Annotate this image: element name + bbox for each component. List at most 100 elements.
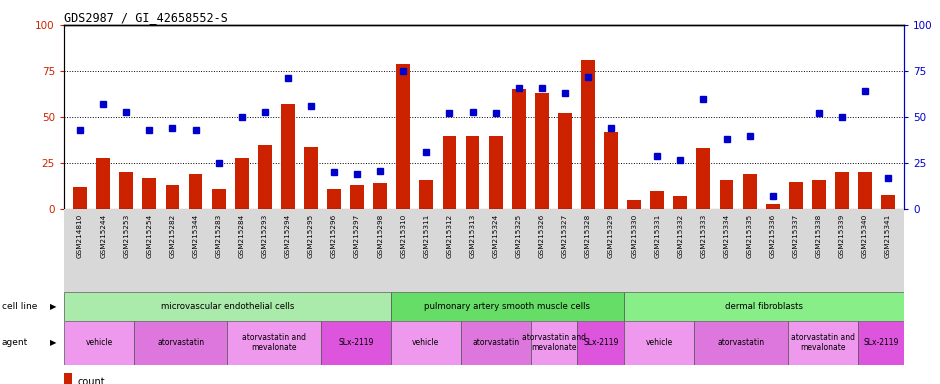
Text: GSM215297: GSM215297: [354, 214, 360, 258]
Bar: [489, 136, 503, 209]
Text: GSM215339: GSM215339: [838, 214, 845, 258]
Bar: [397, 64, 410, 209]
Bar: [812, 180, 825, 209]
Bar: [419, 180, 433, 209]
Bar: [743, 174, 757, 209]
Bar: [531, 321, 577, 365]
Text: pulmonary artery smooth muscle cells: pulmonary artery smooth muscle cells: [425, 302, 590, 311]
Bar: [627, 200, 641, 209]
Bar: [304, 147, 318, 209]
Text: GSM215311: GSM215311: [423, 214, 430, 258]
Bar: [321, 321, 391, 365]
Text: GSM215326: GSM215326: [539, 214, 545, 258]
Text: GSM215324: GSM215324: [493, 214, 498, 258]
Text: GSM215282: GSM215282: [169, 214, 176, 258]
Text: GSM215283: GSM215283: [215, 214, 222, 258]
Bar: [673, 196, 687, 209]
Bar: [697, 149, 711, 209]
Text: GSM215332: GSM215332: [678, 214, 683, 258]
Bar: [581, 60, 595, 209]
Text: GSM215313: GSM215313: [470, 214, 476, 258]
Text: GSM215298: GSM215298: [377, 214, 384, 258]
Text: GSM215295: GSM215295: [308, 214, 314, 258]
Bar: [227, 321, 321, 365]
Text: atorvastatin: atorvastatin: [472, 338, 519, 347]
Text: GSM215310: GSM215310: [400, 214, 406, 258]
Bar: [143, 178, 156, 209]
Text: atorvastatin and
mevalonate: atorvastatin and mevalonate: [242, 333, 306, 352]
Text: GDS2987 / GI_42658552-S: GDS2987 / GI_42658552-S: [64, 12, 227, 25]
Bar: [789, 182, 803, 209]
Bar: [766, 204, 779, 209]
Bar: [511, 89, 525, 209]
Bar: [258, 145, 272, 209]
Bar: [373, 184, 387, 209]
Text: GSM215329: GSM215329: [608, 214, 614, 258]
Text: GSM215244: GSM215244: [101, 214, 106, 258]
Text: GSM215341: GSM215341: [885, 214, 891, 258]
Text: GSM215328: GSM215328: [585, 214, 591, 258]
Text: GSM215335: GSM215335: [746, 214, 753, 258]
Text: GSM215327: GSM215327: [562, 214, 568, 258]
Text: GSM215338: GSM215338: [816, 214, 822, 258]
Text: vehicle: vehicle: [412, 338, 439, 347]
Text: count: count: [77, 377, 105, 384]
Bar: [650, 191, 665, 209]
Text: GSM215293: GSM215293: [261, 214, 268, 258]
Text: vehicle: vehicle: [646, 338, 673, 347]
Bar: [73, 187, 87, 209]
Text: GSM215333: GSM215333: [700, 214, 707, 258]
Text: GSM215337: GSM215337: [792, 214, 799, 258]
Text: atorvastatin: atorvastatin: [717, 338, 764, 347]
Text: vehicle: vehicle: [86, 338, 113, 347]
Bar: [624, 321, 694, 365]
Text: GSM215296: GSM215296: [331, 214, 337, 258]
Text: GSM214810: GSM214810: [77, 214, 83, 258]
Bar: [788, 321, 857, 365]
Text: GSM215254: GSM215254: [147, 214, 152, 258]
Bar: [535, 93, 549, 209]
Bar: [119, 172, 133, 209]
Bar: [443, 136, 457, 209]
Bar: [281, 104, 295, 209]
Text: GSM215334: GSM215334: [724, 214, 729, 258]
Bar: [235, 158, 248, 209]
Bar: [694, 321, 788, 365]
Bar: [391, 292, 624, 321]
Bar: [558, 113, 572, 209]
Text: atorvastatin and
mevalonate: atorvastatin and mevalonate: [791, 333, 854, 352]
Text: atorvastatin: atorvastatin: [157, 338, 204, 347]
Bar: [624, 292, 904, 321]
Bar: [835, 172, 849, 209]
Text: GSM215330: GSM215330: [631, 214, 637, 258]
Bar: [96, 158, 110, 209]
Bar: [461, 321, 531, 365]
Text: GSM215340: GSM215340: [862, 214, 868, 258]
Text: GSM215294: GSM215294: [285, 214, 290, 258]
Text: agent: agent: [2, 338, 28, 347]
Text: SLx-2119: SLx-2119: [863, 338, 899, 347]
Text: SLx-2119: SLx-2119: [583, 338, 619, 347]
Bar: [351, 185, 364, 209]
Text: ▶: ▶: [50, 302, 56, 311]
Text: GSM215253: GSM215253: [123, 214, 130, 258]
Bar: [604, 132, 618, 209]
Text: GSM215325: GSM215325: [516, 214, 522, 258]
Bar: [64, 321, 133, 365]
Text: GSM215336: GSM215336: [770, 214, 775, 258]
Bar: [165, 185, 180, 209]
Text: atorvastatin and
mevalonate: atorvastatin and mevalonate: [522, 333, 587, 352]
Bar: [133, 321, 227, 365]
Bar: [64, 373, 71, 384]
Text: microvascular endothelial cells: microvascular endothelial cells: [161, 302, 294, 311]
Bar: [720, 180, 733, 209]
Bar: [391, 321, 461, 365]
Text: cell line: cell line: [2, 302, 38, 311]
Text: ▶: ▶: [50, 338, 56, 347]
Text: GSM215344: GSM215344: [193, 214, 198, 258]
Text: GSM215331: GSM215331: [654, 214, 660, 258]
Text: GSM215312: GSM215312: [446, 214, 452, 258]
Bar: [465, 136, 479, 209]
Bar: [857, 321, 904, 365]
Bar: [189, 174, 202, 209]
